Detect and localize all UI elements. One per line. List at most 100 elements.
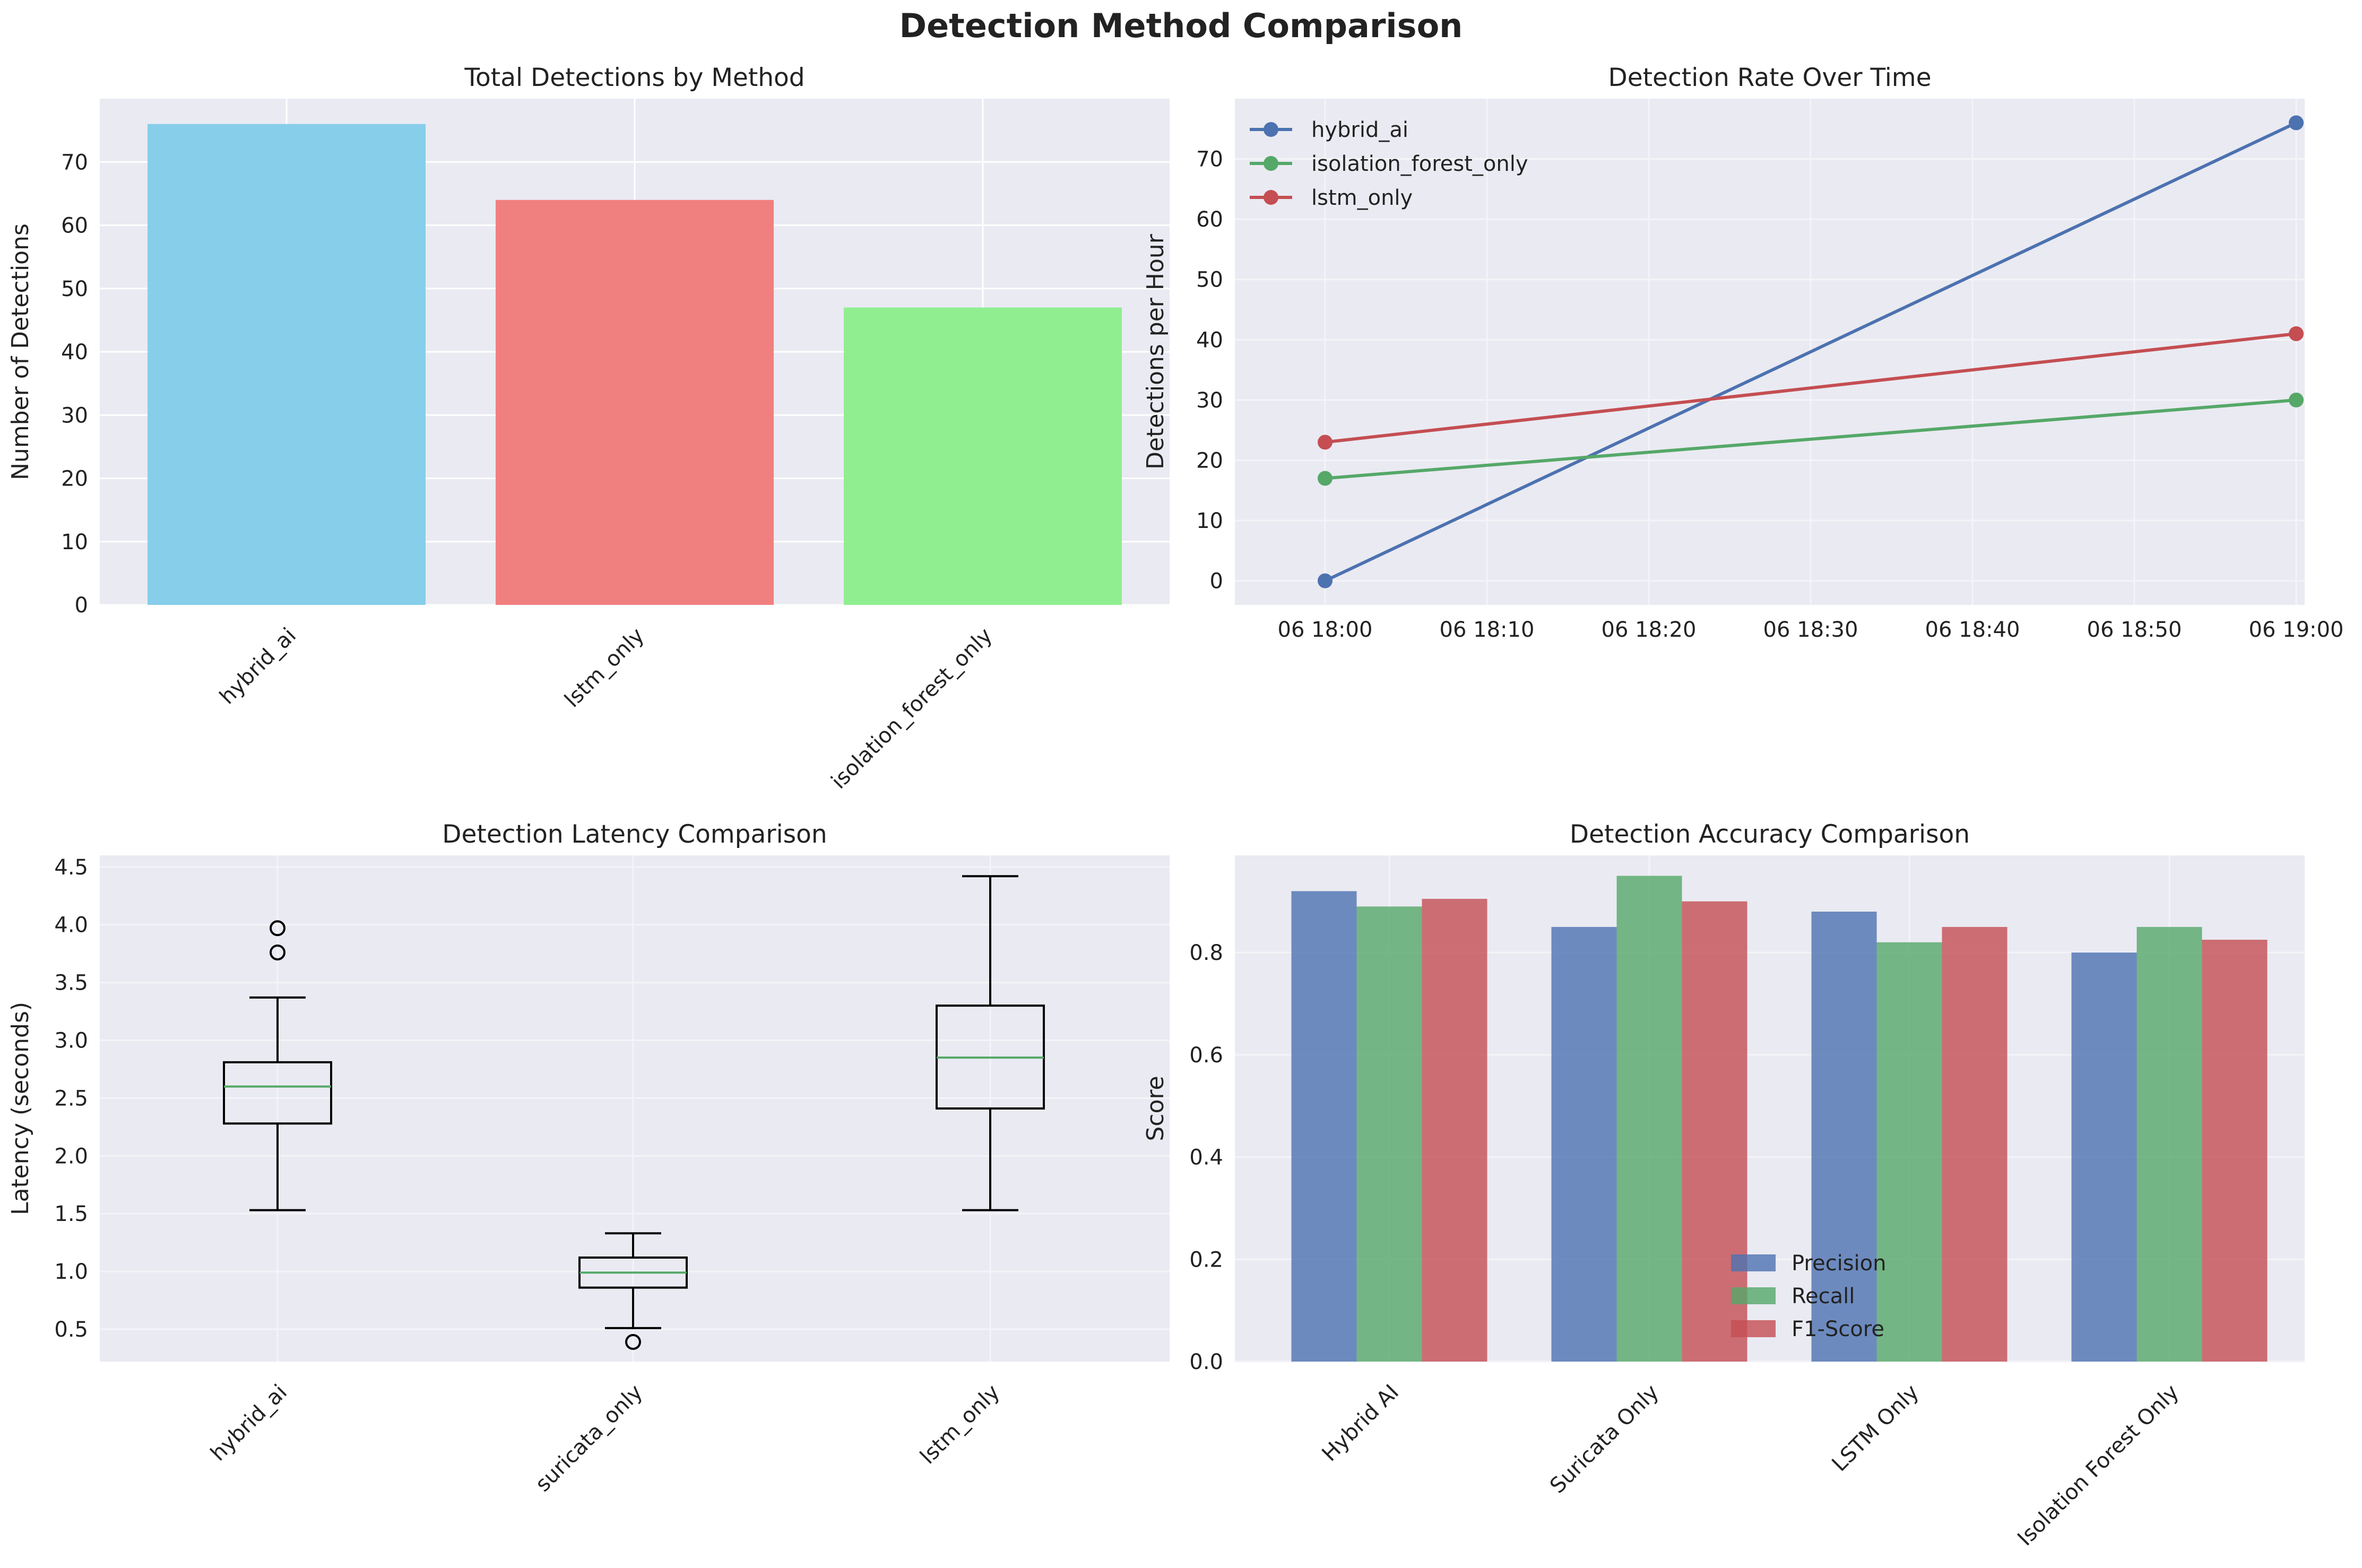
x-tick-label: suricata_only [531,1380,647,1497]
series-line-isolation_forest_only [1325,398,2297,480]
y-tick-label: 60 [1196,207,1223,232]
legend-label: hybrid_ai [1311,118,1408,142]
y-tick-label: 3.0 [54,1028,88,1053]
legend-marker [1264,156,1278,171]
x-tick-label: 06 18:50 [2087,618,2182,642]
y-axis-label: Detections per Hour [1142,233,1169,470]
bar [1551,926,1617,1362]
y-tick-label: 30 [1196,388,1223,413]
y-tick-label: 30 [61,403,88,428]
legend-swatch [1731,1320,1776,1337]
outlier-point [270,944,285,960]
bar [1422,898,1487,1362]
bar [2136,926,2202,1362]
x-tick-label: lstm_only [560,623,649,713]
y-tick-label: 70 [1196,148,1223,172]
bar [1356,906,1422,1362]
total-detections-chart: Total Detections by Method Number of Dete… [7,63,1170,794]
data-point [1318,471,1333,486]
x-tick-label: Isolation Forest Only [2013,1380,2184,1551]
data-point [2289,115,2304,131]
y-tick-label: 3.5 [54,971,88,995]
chart-title: Detection Accuracy Comparison [1570,820,1970,849]
x-tick-label: Suricata Only [1545,1380,1664,1498]
y-tick-label: 1.0 [54,1260,88,1284]
y-tick-label: 2.5 [54,1086,88,1111]
x-tick-label: 06 18:20 [1602,618,1697,642]
bar [1616,876,1682,1362]
y-axis-label: Score [1142,1076,1169,1141]
bar [1682,901,1747,1362]
bar [1811,912,1877,1362]
data-point [1318,573,1333,588]
bar [1876,942,1942,1362]
x-tick-label: lstm_only [915,1380,1005,1469]
outlier-point [270,920,285,937]
x-tick-label: Hybrid AI [1317,1380,1404,1467]
x-tick-label: 06 18:30 [1763,618,1858,642]
y-tick-label: 50 [61,277,88,301]
y-tick-label: 0.8 [1189,941,1223,965]
y-axis-label: Latency (seconds) [7,1002,34,1215]
y-tick-label: 20 [1196,448,1223,473]
legend-label: Precision [1792,1251,1886,1276]
legend-label: isolation_forest_only [1311,152,1528,176]
legend-marker [1264,190,1278,205]
y-tick-label: 60 [61,214,88,238]
data-point [2289,392,2304,408]
x-tick-label: hybrid_ai [215,623,301,709]
figure-title: Detection Method Comparison [899,6,1463,45]
bar [148,124,426,605]
y-tick-label: 0.6 [1189,1043,1223,1068]
y-tick-label: 0 [75,593,88,618]
y-tick-label: 0.2 [1189,1248,1223,1272]
x-tick-label: LSTM Only [1827,1380,1924,1477]
x-tick-label: 06 19:00 [2249,618,2344,642]
bar [496,200,774,605]
x-tick-label: 06 18:40 [1925,618,2020,642]
x-tick-label: isolation_forest_only [827,623,997,794]
y-tick-label: 0 [1210,569,1223,594]
legend-marker [1264,122,1278,137]
series-line-hybrid_ai [1324,121,2297,583]
bar [2202,940,2268,1362]
y-axis-label: Number of Detections [7,223,34,480]
outlier-point [625,1333,641,1350]
legend-label: lstm_only [1311,186,1413,210]
x-tick-label: 06 18:00 [1278,618,1373,642]
legend-swatch [1731,1254,1776,1271]
y-tick-label: 1.5 [54,1202,88,1226]
latency-boxplot-chart: Detection Latency Comparison Latency (sec… [7,820,1170,1496]
series-line-lstm_only [1325,332,2297,444]
y-tick-label: 0.0 [1189,1350,1223,1374]
x-tick-label: 06 18:10 [1440,618,1535,642]
bar [2071,952,2137,1362]
chart-title: Detection Rate Over Time [1608,63,1932,92]
data-point [1318,435,1333,450]
bar [844,307,1122,605]
legend-label: F1-Score [1792,1317,1884,1341]
y-tick-label: 50 [1196,268,1223,292]
y-tick-label: 4.0 [54,913,88,938]
box-iqr [223,1061,332,1125]
chart-title: Total Detections by Method [464,63,804,92]
y-tick-label: 70 [61,150,88,175]
bar [1942,926,2008,1362]
y-tick-label: 4.5 [54,855,88,880]
chart-title: Detection Latency Comparison [442,820,827,849]
bar [1291,891,1357,1362]
y-tick-label: 0.4 [1189,1146,1223,1170]
y-tick-label: 0.5 [54,1318,88,1342]
y-tick-label: 40 [61,340,88,365]
accuracy-grouped-bar-chart: Detection Accuracy Comparison Score 0.0 0.2… [1142,820,2305,1550]
x-tick-label: hybrid_ai [206,1380,292,1466]
data-point [2289,326,2304,341]
y-tick-label: 2.0 [54,1144,88,1168]
y-tick-label: 10 [61,530,88,555]
detection-rate-chart: Detection Rate Over Time Detections per H… [1142,63,2343,642]
legend-label: Recall [1792,1284,1855,1309]
y-tick-label: 10 [1196,509,1223,533]
y-tick-label: 40 [1196,328,1223,352]
legend-swatch [1731,1287,1776,1304]
